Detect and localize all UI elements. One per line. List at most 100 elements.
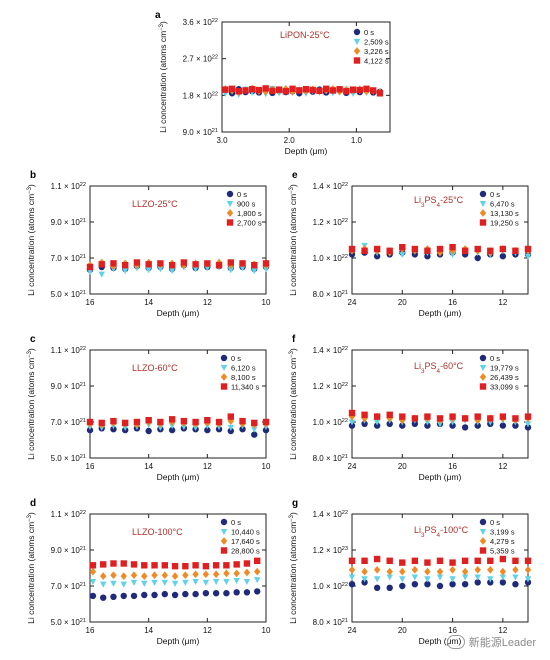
data-point — [204, 265, 211, 272]
data-point — [361, 247, 368, 254]
y-tick-label: 5.0 × 1021 — [51, 618, 86, 627]
data-point — [120, 581, 127, 588]
y-tick-label: 1.4 × 1022 — [313, 182, 348, 191]
data-point — [499, 567, 507, 576]
data-point — [449, 559, 456, 566]
data-point — [386, 247, 393, 254]
legend-label: 4,122 s — [364, 57, 389, 66]
data-point — [141, 591, 148, 599]
data-point — [356, 86, 363, 94]
data-point — [133, 259, 141, 266]
legend-label: 11,340 s — [231, 383, 259, 392]
data-point — [411, 415, 419, 422]
data-point — [461, 567, 469, 576]
legend-marker — [226, 200, 234, 208]
legend-marker — [479, 364, 487, 372]
data-point — [411, 565, 419, 574]
data-point — [289, 85, 296, 93]
x-tick-label: 20 — [398, 626, 407, 635]
data-point — [120, 572, 127, 580]
data-point — [110, 571, 117, 580]
panel-title: LLZO-60°C — [132, 363, 178, 373]
panel-title: LiPON-25°C — [280, 30, 330, 40]
panel-letter: a — [155, 10, 161, 21]
data-point — [524, 424, 532, 431]
data-point — [192, 261, 199, 268]
data-point — [157, 424, 164, 431]
data-point — [363, 85, 370, 93]
x-tick-label: 12 — [203, 626, 212, 635]
legend-marker — [353, 38, 361, 46]
data-point — [239, 260, 246, 267]
data-point — [348, 245, 356, 253]
data-point — [222, 86, 229, 93]
data-point — [386, 420, 393, 427]
data-point — [499, 245, 507, 253]
data-point — [192, 562, 199, 569]
legend-label: 2,700 s — [237, 219, 262, 228]
legend-label: 0 s — [231, 518, 241, 527]
panel-letter: f — [292, 334, 296, 345]
x-tick-label: 14 — [144, 462, 153, 471]
data-point — [512, 581, 519, 588]
data-point — [227, 427, 234, 435]
data-point — [512, 247, 519, 254]
data-point — [499, 253, 507, 260]
plot-frame — [221, 21, 391, 133]
data-point — [322, 85, 330, 93]
data-point — [168, 426, 176, 434]
panel-letter: d — [30, 498, 36, 509]
data-point — [145, 267, 152, 274]
legend-label: 5,359 s — [490, 547, 515, 556]
data-point — [461, 574, 469, 581]
data-point — [120, 592, 127, 600]
data-point — [461, 424, 469, 431]
data-point — [424, 253, 431, 260]
data-point — [512, 415, 519, 422]
data-point — [411, 574, 419, 581]
data-point — [171, 591, 179, 599]
y-tick-label: 1.4 × 1022 — [313, 346, 348, 355]
panel-title: LLZO-100°C — [132, 527, 183, 537]
legend-marker — [220, 364, 228, 372]
data-point — [449, 244, 456, 251]
data-point — [228, 85, 236, 93]
data-point — [524, 565, 532, 574]
legend-marker — [220, 354, 228, 362]
y-tick-label: 1.0 × 1022 — [313, 582, 348, 591]
y-tick-label: 1.4 × 1022 — [313, 510, 348, 519]
data-point — [449, 413, 456, 420]
data-point — [161, 579, 168, 586]
data-point — [424, 581, 431, 588]
data-point — [192, 570, 199, 579]
data-point — [251, 419, 258, 427]
data-point — [386, 584, 393, 591]
y-tick-label: 5.0 × 1021 — [51, 290, 86, 299]
x-tick-label: 12 — [498, 298, 507, 307]
data-point — [524, 421, 532, 428]
data-point — [424, 576, 431, 583]
data-point — [343, 88, 350, 95]
data-point — [399, 244, 406, 251]
y-axis-label: Li concentration (atoms cm−3) — [26, 184, 36, 296]
panel-title: Li3PS4-100°C — [414, 525, 469, 539]
data-point — [239, 426, 246, 433]
data-point — [282, 88, 290, 95]
y-tick-label: 8.0 × 1021 — [313, 454, 348, 463]
data-point — [141, 572, 148, 580]
data-point — [204, 417, 211, 424]
x-tick-label: 24 — [348, 462, 357, 471]
data-point — [424, 247, 431, 254]
data-point — [461, 415, 469, 422]
data-point — [316, 87, 323, 95]
data-point — [361, 420, 368, 427]
data-point — [122, 262, 129, 269]
data-point — [373, 422, 381, 429]
x-tick-label: 12 — [203, 462, 212, 471]
data-point — [212, 562, 220, 569]
legend-label: 900 s — [237, 200, 256, 209]
series-0 — [348, 420, 532, 431]
data-point — [424, 559, 431, 566]
data-point — [122, 419, 129, 427]
data-point — [243, 578, 251, 586]
